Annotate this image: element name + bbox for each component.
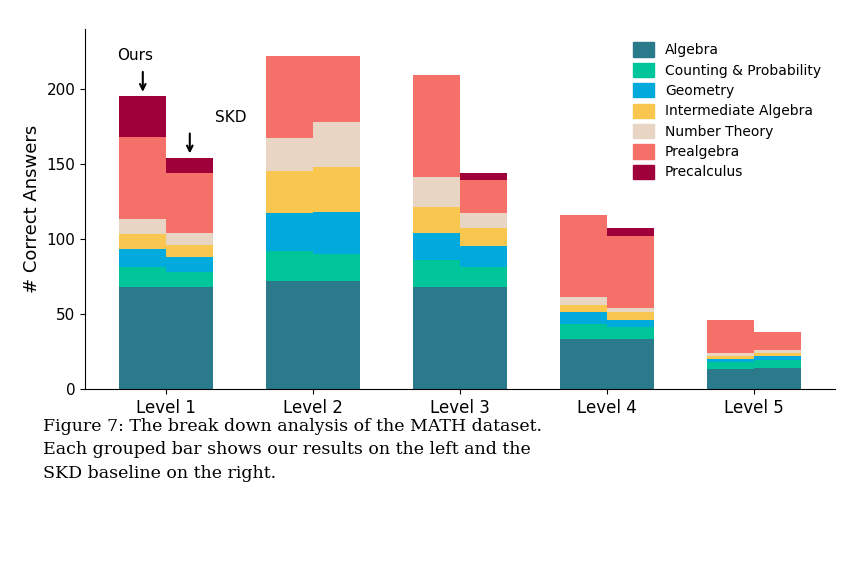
Bar xyxy=(119,137,166,219)
Bar xyxy=(560,297,607,305)
Bar xyxy=(166,245,213,257)
Y-axis label: # Correct Answers: # Correct Answers xyxy=(23,125,41,293)
Bar xyxy=(460,228,507,247)
Bar xyxy=(413,75,460,177)
Bar xyxy=(754,356,801,360)
Bar xyxy=(460,173,507,180)
Bar xyxy=(460,213,507,228)
Bar xyxy=(707,362,754,370)
Bar xyxy=(119,249,166,267)
Bar xyxy=(460,247,507,267)
Bar xyxy=(560,305,607,312)
Bar xyxy=(266,138,314,171)
Bar xyxy=(707,353,754,356)
Bar xyxy=(166,173,213,233)
Bar xyxy=(166,287,213,389)
Bar xyxy=(607,308,654,312)
Bar xyxy=(413,287,460,389)
Bar xyxy=(166,158,213,173)
Bar xyxy=(754,332,801,350)
Text: Ours: Ours xyxy=(118,48,153,63)
Bar xyxy=(314,55,360,122)
Bar xyxy=(314,122,360,167)
Bar xyxy=(707,356,754,359)
Bar xyxy=(607,312,654,320)
Bar xyxy=(266,281,314,389)
Bar xyxy=(119,287,166,389)
Bar xyxy=(119,267,166,287)
Bar xyxy=(607,320,654,327)
Bar xyxy=(707,359,754,362)
Bar xyxy=(460,287,507,389)
Bar xyxy=(266,171,314,213)
Bar xyxy=(314,281,360,389)
Bar xyxy=(166,257,213,272)
Text: Figure 7: The break down analysis of the MATH dataset.
Each grouped bar shows ou: Figure 7: The break down analysis of the… xyxy=(43,418,542,482)
Bar xyxy=(707,370,754,389)
Bar xyxy=(607,339,654,389)
Bar xyxy=(707,320,754,353)
Bar xyxy=(607,236,654,308)
Bar xyxy=(754,350,801,353)
Text: SKD: SKD xyxy=(216,110,247,125)
Bar xyxy=(413,260,460,287)
Bar xyxy=(460,180,507,213)
Bar xyxy=(460,267,507,287)
Bar xyxy=(266,55,314,138)
Bar xyxy=(560,312,607,324)
Bar xyxy=(607,228,654,236)
Bar xyxy=(166,233,213,245)
Bar xyxy=(119,235,166,249)
Bar xyxy=(607,327,654,339)
Bar xyxy=(119,96,166,137)
Bar xyxy=(560,215,607,297)
Bar xyxy=(754,360,801,368)
Bar xyxy=(119,219,166,235)
Bar xyxy=(314,254,360,281)
Bar xyxy=(560,324,607,339)
Legend: Algebra, Counting & Probability, Geometry, Intermediate Algebra, Number Theory, : Algebra, Counting & Probability, Geometr… xyxy=(626,35,828,186)
Bar xyxy=(314,167,360,212)
Bar xyxy=(413,233,460,260)
Bar xyxy=(754,368,801,389)
Bar xyxy=(166,272,213,287)
Bar xyxy=(266,251,314,281)
Bar xyxy=(413,207,460,233)
Bar xyxy=(314,212,360,254)
Bar xyxy=(754,353,801,356)
Bar xyxy=(413,177,460,207)
Bar xyxy=(266,213,314,251)
Bar xyxy=(560,339,607,389)
